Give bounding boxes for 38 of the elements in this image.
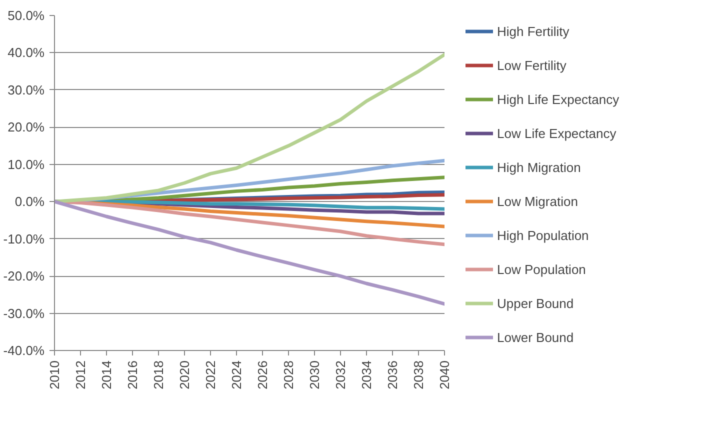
y-tick-label: 20.0% — [8, 120, 45, 135]
legend-label: Low Migration — [497, 194, 578, 208]
x-tick-label: 2034 — [359, 360, 374, 390]
line-series — [54, 200, 444, 306]
y-tick-label: 0.0% — [14, 194, 45, 210]
x-tick-label: 2036 — [385, 360, 400, 390]
legend-label: Low Fertility — [497, 58, 566, 72]
y-tick-label: 40.0% — [8, 45, 45, 60]
legend-label: High Life Expectancy — [497, 92, 620, 106]
x-tick-label: 2010 — [47, 360, 62, 390]
x-tick-label: 2018 — [151, 360, 166, 390]
legend-label: Low Population — [497, 262, 586, 276]
x-tick-label: 2012 — [73, 360, 88, 390]
y-tick-label: -10.0% — [3, 231, 45, 246]
y-tick-label: -30.0% — [3, 306, 45, 321]
x-tick-label: 2020 — [177, 360, 192, 390]
y-tick-label: -40.0% — [3, 343, 45, 358]
x-tick-label: 2022 — [203, 360, 218, 390]
x-tick-label: 2014 — [99, 360, 114, 390]
legend-label: Upper Bound — [497, 296, 574, 310]
legend-label: High Fertility — [497, 24, 570, 38]
line-series — [54, 52, 444, 204]
y-tick-label: 50.0% — [8, 8, 45, 23]
legend-label: High Migration — [497, 160, 581, 174]
x-tick-label: 2032 — [333, 360, 348, 390]
x-tick-label: 2030 — [307, 360, 322, 390]
x-tick-label: 2038 — [411, 360, 426, 390]
y-tick-label: 30.0% — [8, 82, 45, 98]
x-tick-label: 2024 — [229, 360, 244, 390]
x-tick-label: 2026 — [255, 360, 270, 390]
x-tick-label: 2016 — [125, 360, 140, 390]
y-tick-label: 10.0% — [8, 156, 45, 172]
y-tick-label: -20.0% — [3, 268, 45, 284]
legend-label: Low Life Expectancy — [497, 126, 616, 140]
x-tick-label: 2040 — [437, 360, 452, 390]
x-tick-label: 2028 — [281, 360, 296, 390]
legend-label: High Population — [497, 228, 589, 242]
legend-label: Lower Bound — [497, 330, 574, 344]
